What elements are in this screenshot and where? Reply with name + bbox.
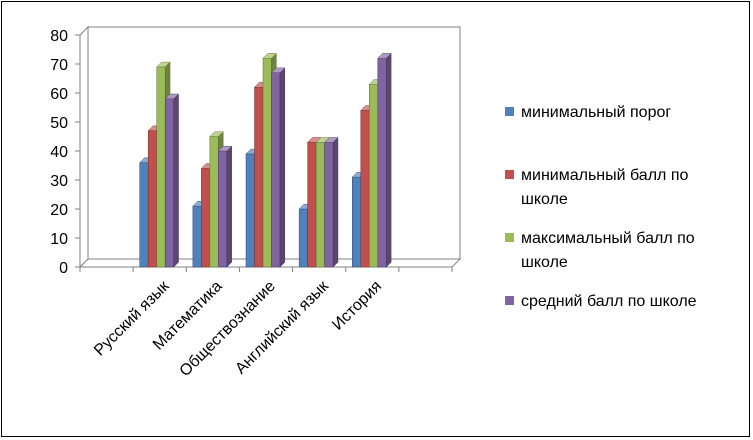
y-tick-label: 40 — [50, 144, 68, 161]
bar-front — [315, 142, 325, 268]
legend-entry: максимальный балл по школе — [505, 230, 695, 271]
y-tick-label: 70 — [50, 57, 68, 74]
legend-label: средний балл по школе — [521, 293, 697, 310]
legend-label: минимальный порог — [521, 104, 671, 121]
bar-front — [298, 208, 308, 268]
bars — [139, 52, 392, 268]
bar-front — [324, 142, 334, 268]
bar-top — [270, 67, 286, 73]
legend-label: минимальный балл по школе — [521, 167, 688, 208]
legend-entry: средний балл по школе — [505, 293, 697, 310]
y-tick-label: 60 — [50, 86, 68, 103]
legend-swatch — [505, 170, 514, 179]
y-tick-label: 0 — [59, 260, 68, 277]
bar — [324, 136, 339, 268]
bar-side — [279, 67, 286, 268]
y-axis: 0 10 20 30 40 50 60 70 80 — [50, 28, 453, 277]
legend-swatch — [505, 107, 514, 116]
bar — [270, 67, 286, 268]
x-axis-labels: Русский языкМатематикаОбществознаниеАнгл… — [91, 277, 385, 380]
y-tick-label: 20 — [50, 202, 68, 219]
legend: минимальный порог минимальный балл по школ… — [505, 104, 697, 310]
legend-swatch — [505, 233, 514, 242]
y-tick-label: 30 — [50, 173, 68, 190]
y-tick-label: 10 — [50, 231, 68, 248]
bar-front — [377, 57, 387, 268]
side-wall — [79, 25, 89, 269]
x-category-label: Английский язык — [232, 277, 332, 377]
y-tick-label: 50 — [50, 115, 68, 132]
bar-front — [307, 142, 317, 268]
bar-side — [386, 52, 392, 268]
bar-front — [271, 72, 281, 268]
legend-entry: минимальный порог — [505, 104, 671, 121]
bar-top — [262, 53, 277, 59]
bar-front — [352, 176, 362, 268]
bar-top — [156, 61, 171, 68]
bar — [377, 52, 392, 268]
bar-top — [209, 131, 224, 137]
bar-front — [201, 168, 211, 268]
bar-side — [173, 93, 179, 268]
bar-front — [139, 162, 149, 268]
bar-front — [156, 66, 166, 268]
y-tick-label: 80 — [50, 28, 68, 45]
bar-front — [254, 86, 264, 268]
legend-entry: минимальный балл по школе — [505, 167, 688, 208]
bar-top — [324, 137, 339, 143]
bar-front — [209, 136, 219, 268]
bar-front — [262, 57, 272, 268]
legend-swatch — [505, 296, 514, 305]
bar-front — [245, 153, 255, 268]
bar-front — [192, 205, 202, 268]
bar-side — [226, 145, 232, 268]
bar-front — [369, 84, 379, 268]
bar — [217, 145, 233, 268]
legend-label: максимальный балл по школе — [521, 230, 695, 271]
bar — [164, 93, 180, 268]
x-category-label: Обществознание — [177, 278, 279, 380]
x-category-label: История — [329, 278, 385, 334]
bar-side — [332, 136, 339, 268]
bar-front — [164, 98, 174, 268]
bar-top — [164, 93, 180, 100]
bar-front — [218, 150, 228, 268]
bar-top — [377, 53, 392, 59]
bar-top — [217, 145, 233, 152]
bar-front — [147, 130, 157, 268]
bar-front — [360, 110, 370, 268]
